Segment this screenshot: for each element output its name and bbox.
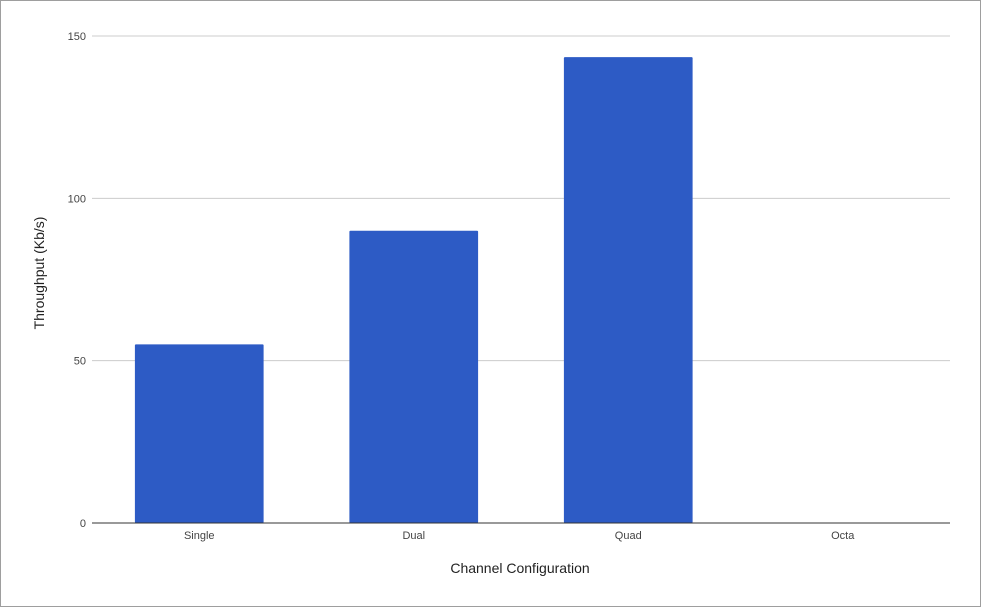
y-axis-title: Throughput (Kb/s) — [31, 217, 47, 330]
y-tick-label: 0 — [80, 518, 86, 530]
x-tick-labels: Single Dual Quad Octa — [184, 530, 855, 542]
y-tick-label: 50 — [74, 356, 86, 368]
y-tick-labels: 0 50 100 150 — [68, 31, 86, 530]
x-tick-label: Single — [184, 530, 215, 542]
bar-quad — [563, 57, 693, 523]
gridlines — [92, 35, 950, 362]
x-tick-label: Dual — [402, 530, 425, 542]
y-tick-label: 150 — [68, 31, 86, 43]
x-axis-title: Channel Configuration — [450, 560, 589, 576]
x-tick-label: Quad — [615, 530, 642, 542]
bars — [134, 57, 693, 524]
bar-dual — [349, 230, 479, 524]
x-tick-label: Octa — [831, 530, 855, 542]
y-tick-label: 100 — [68, 193, 86, 205]
bar-single — [134, 344, 264, 523]
